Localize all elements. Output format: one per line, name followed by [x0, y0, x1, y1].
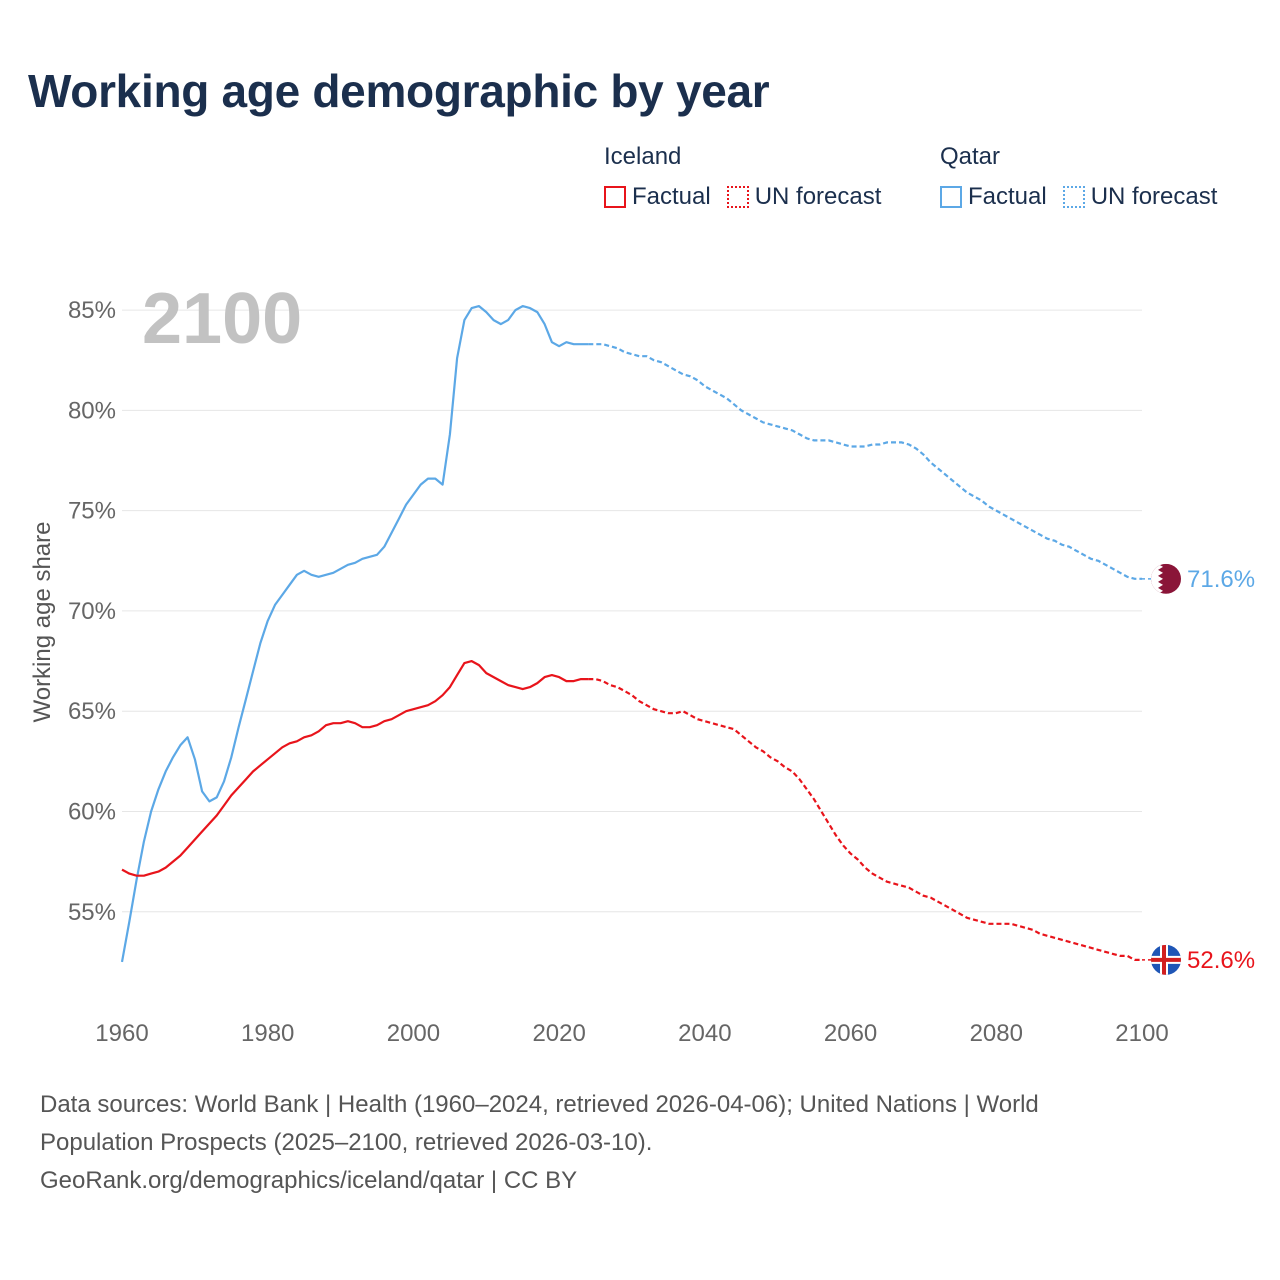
y-axis: 55% 60% 65% 70% 75% 80% 85%	[68, 297, 116, 926]
y-tick-label: 75%	[68, 498, 116, 525]
y-tick-label: 60%	[68, 798, 116, 825]
legend-item-iceland-factual[interactable]: Factual	[604, 183, 711, 211]
year-watermark: 2100	[142, 279, 302, 359]
legend-group-qatar: Qatar Factual UN forecast	[940, 143, 1233, 211]
legend-item-qatar-factual[interactable]: Factual	[940, 183, 1047, 211]
end-label-iceland: 52.6%	[1187, 947, 1255, 974]
x-tick-label: 2000	[387, 1020, 440, 1047]
legend-group-iceland: Iceland Factual UN forecast	[604, 143, 897, 211]
y-tick-label: 80%	[68, 397, 116, 424]
legend-label-qatar-factual: Factual	[968, 183, 1047, 210]
sources-link[interactable]: GeoRank.org/demographics/iceland/qatar |…	[40, 1167, 578, 1194]
y-tick-label: 55%	[68, 899, 116, 926]
legend-swatch-iceland-forecast	[726, 186, 749, 208]
iceland-flag-icon	[1151, 944, 1181, 975]
series-line-iceland-forecast[interactable]	[588, 678, 1142, 961]
sources-line-2: Population Prospects (2025–2100, retriev…	[40, 1129, 653, 1156]
grid	[122, 309, 1142, 913]
legend-label-iceland-forecast: UN forecast	[754, 183, 882, 210]
qatar-flag-icon	[1151, 563, 1181, 594]
x-tick-label: 2020	[532, 1020, 585, 1047]
x-tick-label: 2040	[678, 1020, 731, 1047]
sources-line-1: Data sources: World Bank | Health (1960–…	[40, 1091, 1039, 1118]
legend-item-qatar-forecast[interactable]: UN forecast	[1062, 183, 1218, 211]
chart-title: Working age demographic by year	[28, 65, 770, 117]
legend-item-iceland-forecast[interactable]: UN forecast	[726, 183, 882, 211]
end-markers: 71.6% 52.6%	[1142, 563, 1255, 975]
series-line-iceland-factual[interactable]	[121, 660, 589, 877]
legend-swatch-qatar-forecast	[1062, 186, 1085, 208]
legend-country-iceland: Iceland	[604, 143, 682, 170]
legend-label-iceland-factual: Factual	[632, 183, 711, 210]
x-tick-label: 1980	[241, 1020, 294, 1047]
series-line-qatar-forecast[interactable]	[588, 343, 1142, 580]
legend-swatch-qatar-factual	[940, 186, 962, 208]
series-line-qatar-factual[interactable]	[120, 305, 589, 963]
x-tick-label: 1960	[95, 1020, 148, 1047]
y-axis-label: Working age share	[29, 522, 56, 723]
end-label-qatar: 71.6%	[1187, 566, 1255, 593]
legend-label-qatar-forecast: UN forecast	[1090, 183, 1218, 210]
legend-swatch-iceland-factual	[604, 186, 626, 208]
legend-country-qatar: Qatar	[940, 143, 1001, 170]
data-sources: Data sources: World Bank | Health (1960–…	[40, 1086, 1240, 1200]
x-tick-label: 2060	[824, 1020, 877, 1047]
y-tick-label: 65%	[68, 698, 116, 725]
line-chart: 2100 55% 60% 65% 70% 75% 80% 85% 1960 1980 2000 2…	[29, 279, 1255, 1047]
x-tick-label: 2100	[1115, 1020, 1168, 1047]
x-tick-label: 2080	[970, 1020, 1023, 1047]
y-tick-label: 85%	[68, 297, 116, 324]
y-tick-label: 70%	[68, 598, 116, 625]
series	[120, 305, 1142, 963]
x-axis: 1960 1980 2000 2020 2040 2060 2080 2100	[95, 1020, 1168, 1047]
